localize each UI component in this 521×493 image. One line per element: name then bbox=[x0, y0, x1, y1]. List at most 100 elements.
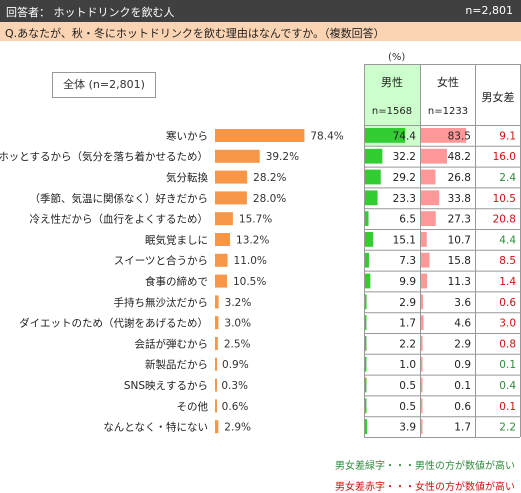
male-bar bbox=[365, 377, 367, 393]
male-bar bbox=[365, 232, 374, 247]
male-value-label: 2.2 bbox=[399, 338, 416, 350]
overall-value-label: 39.2% bbox=[266, 151, 299, 163]
diff-value-label: 10.5 bbox=[493, 193, 516, 205]
diff-value-label: 2.2 bbox=[499, 422, 516, 434]
female-value-label: 48.2 bbox=[448, 151, 471, 163]
male-value-label: 29.2 bbox=[393, 172, 416, 184]
overall-value-label: 28.0% bbox=[253, 193, 286, 205]
male-bar bbox=[365, 148, 383, 164]
female-value-label: 33.8 bbox=[448, 193, 471, 205]
male-n-label: n=1568 bbox=[372, 106, 412, 117]
question-bar: Q.あなたが、秋・冬にホットドリンクを飲む理由はなんですか。（複数回答） bbox=[0, 22, 521, 41]
overall-value-label: 78.4% bbox=[310, 130, 343, 142]
overall-bar bbox=[215, 316, 219, 330]
female-value-label: 0.9 bbox=[454, 359, 471, 371]
diff-value-label: 8.5 bbox=[499, 255, 516, 267]
category-label: 冷え性だから（血行をよくするため） bbox=[30, 213, 209, 226]
female-bar bbox=[421, 190, 440, 206]
male-value-label: 74.4 bbox=[393, 130, 417, 142]
diff-value-label: 0.8 bbox=[499, 338, 516, 350]
female-bar bbox=[421, 336, 423, 351]
diff-value-label: 0.6 bbox=[499, 297, 516, 309]
category-label: 食事の締めで bbox=[145, 275, 208, 288]
note-red: 男女差赤字・・・女性の方が数値が高い bbox=[335, 482, 515, 493]
total-n-label: n=2,801 bbox=[465, 4, 513, 17]
diff-value-label: 0.4 bbox=[499, 380, 516, 392]
male-bar bbox=[365, 190, 378, 206]
overall-bar bbox=[215, 378, 217, 392]
overall-bar bbox=[215, 212, 233, 226]
overall-bar bbox=[215, 253, 228, 267]
overall-bar bbox=[215, 420, 219, 434]
female-bar bbox=[421, 377, 423, 393]
male-value-label: 2.9 bbox=[399, 297, 416, 309]
category-label: その他 bbox=[177, 400, 209, 413]
male-bar bbox=[365, 273, 371, 289]
overall-bar bbox=[215, 295, 219, 309]
male-bar bbox=[365, 252, 369, 268]
overall-value-label: 3.2% bbox=[225, 297, 252, 309]
diff-value-label: 0.1 bbox=[499, 359, 516, 371]
overall-value-label: 3.0% bbox=[224, 318, 251, 330]
category-label: なんとなく・特にない bbox=[103, 422, 208, 434]
overall-value-label: 13.2% bbox=[236, 234, 269, 246]
male-bar bbox=[365, 336, 367, 351]
female-bar bbox=[421, 211, 436, 226]
male-value-label: 23.3 bbox=[393, 193, 416, 205]
category-label: 眠気覚ましに bbox=[145, 233, 208, 246]
overall-value-label: 2.9% bbox=[224, 422, 251, 434]
female-bar bbox=[421, 315, 424, 330]
male-value-label: 15.1 bbox=[393, 234, 416, 246]
male-header-cell bbox=[364, 64, 420, 125]
female-bar bbox=[421, 356, 423, 372]
male-value-label: 32.2 bbox=[393, 151, 416, 163]
male-bar bbox=[365, 128, 406, 143]
female-bar bbox=[421, 128, 467, 143]
overall-bar bbox=[215, 337, 218, 350]
male-value-label: 3.9 bbox=[399, 422, 416, 434]
diff-value-label: 0.1 bbox=[499, 401, 516, 413]
female-bar bbox=[421, 398, 423, 414]
male-bar bbox=[365, 356, 367, 372]
male-value-label: 0.5 bbox=[399, 380, 416, 392]
category-label: ダイエットのため（代謝をあげるため） bbox=[19, 317, 208, 330]
category-label: スイーツと合うから bbox=[114, 254, 208, 267]
female-value-label: 10.7 bbox=[448, 234, 471, 246]
diff-value-label: 4.4 bbox=[499, 234, 516, 246]
header-bar: 回答者： ホットドリンクを飲む人 n=2,801 bbox=[0, 0, 521, 22]
diff-value-label: 2.4 bbox=[499, 172, 516, 184]
male-bar bbox=[365, 211, 369, 226]
female-value-label: 2.9 bbox=[454, 338, 471, 350]
male-bar bbox=[365, 398, 367, 414]
overall-value-label: 28.2% bbox=[253, 172, 286, 184]
question-text: Q.あなたが、秋・冬にホットドリンクを飲む理由はなんですか。（複数回答） bbox=[5, 27, 385, 40]
female-bar bbox=[421, 148, 448, 164]
female-value-label: 11.3 bbox=[448, 276, 471, 288]
male-value-label: 7.3 bbox=[399, 255, 416, 267]
category-label: 会話が弾むから bbox=[135, 337, 209, 350]
unit-label: (%) bbox=[388, 52, 406, 63]
female-bar bbox=[421, 419, 423, 434]
female-bar bbox=[421, 294, 423, 310]
diff-value-label: 9.1 bbox=[499, 130, 516, 142]
male-bar bbox=[365, 294, 367, 310]
overall-bar bbox=[215, 274, 227, 288]
female-bar bbox=[421, 252, 430, 268]
overall-legend: 全体 (n=2,801) bbox=[52, 72, 156, 98]
female-n-label: n=1233 bbox=[428, 106, 468, 117]
overall-value-label: 0.9% bbox=[222, 359, 249, 371]
overall-bar bbox=[215, 357, 217, 371]
category-label: （季節、気温に関係なく）好きだから bbox=[30, 192, 209, 205]
male-bar bbox=[365, 419, 368, 434]
overall-value-label: 11.0% bbox=[234, 255, 267, 267]
overall-bar bbox=[215, 149, 260, 163]
male-bar bbox=[365, 169, 381, 185]
female-bar bbox=[421, 273, 428, 289]
male-value-label: 0.5 bbox=[399, 401, 416, 413]
female-value-label: 27.3 bbox=[448, 214, 471, 226]
female-value-label: 26.8 bbox=[448, 172, 471, 184]
female-value-label: 15.8 bbox=[448, 255, 471, 267]
diff-value-label: 16.0 bbox=[493, 151, 516, 163]
overall-value-label: 15.7% bbox=[239, 214, 272, 226]
